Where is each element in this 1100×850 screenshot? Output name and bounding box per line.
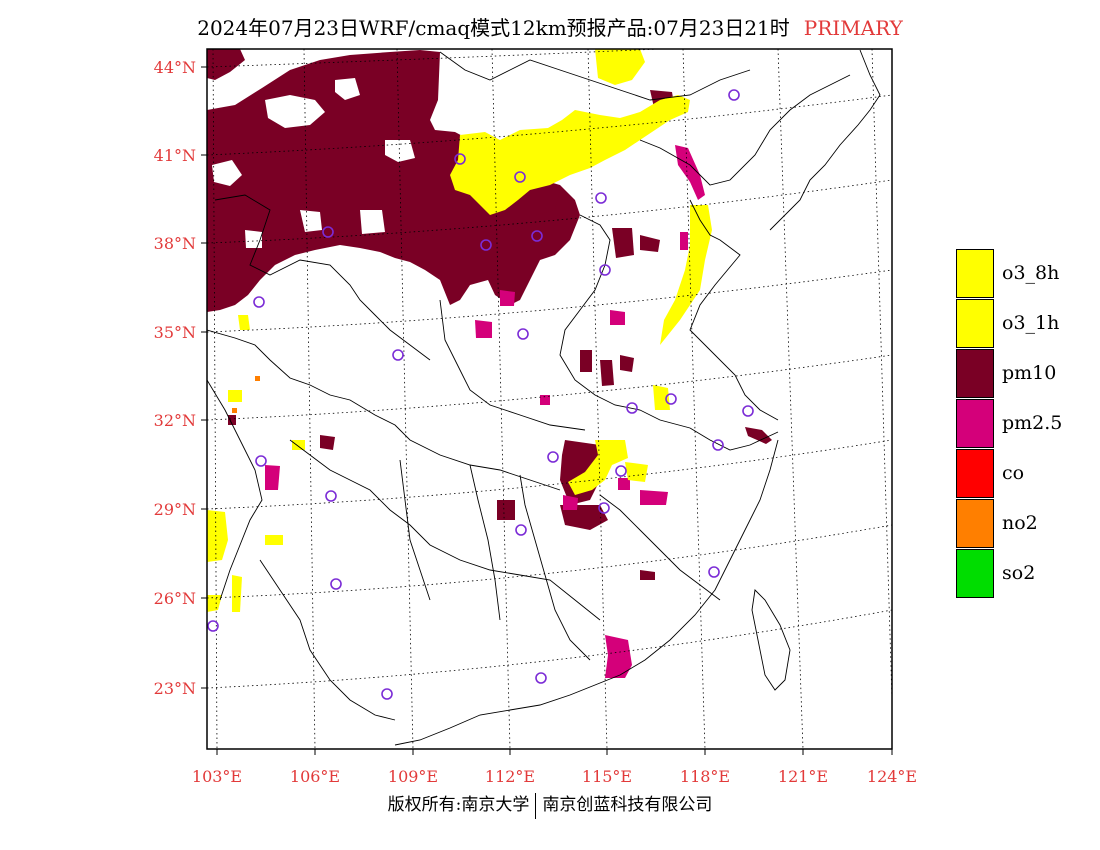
no2-cell	[232, 408, 237, 413]
legend-swatch	[956, 349, 994, 398]
lat-label-44: 44°N	[154, 58, 196, 77]
footer-left: 版权所有:南京大学	[387, 795, 530, 815]
legend-swatch	[956, 249, 994, 298]
pm10-gaps	[212, 78, 415, 248]
map-title: 2024年07月23日WRF/cmaq模式12km预报产品:07月23日21时 P…	[0, 12, 1100, 41]
legend-swatch	[956, 549, 994, 598]
station-marker-icon	[599, 264, 611, 276]
title-main: 2024年07月23日WRF/cmaq模式12km预报产品:07月23日21时	[197, 16, 790, 40]
lon-label-121: 121°E	[778, 767, 828, 786]
station-marker-icon	[615, 465, 627, 477]
station-marker-icon	[712, 439, 724, 451]
lat-label-41: 41°N	[154, 146, 196, 165]
legend-swatch	[956, 399, 994, 448]
legend-item-pm25: pm2.5	[956, 399, 1096, 449]
station-marker-icon	[325, 490, 337, 502]
lat-label-38: 38°N	[154, 234, 196, 253]
legend-label: so2	[1002, 562, 1036, 584]
no2-cell	[255, 376, 260, 381]
legend-item-o3-8h: o3_8h	[956, 249, 1096, 299]
map-plot-area	[207, 49, 892, 749]
legend-swatch	[956, 449, 994, 498]
station-marker-icon	[392, 349, 404, 361]
station-marker-icon	[535, 672, 547, 684]
station-marker-icon	[517, 328, 529, 340]
legend-label: pm10	[1002, 362, 1057, 384]
legend-swatch	[956, 299, 994, 348]
graticule	[207, 49, 892, 749]
legend-item-co: co	[956, 449, 1096, 499]
lon-label-109: 109°E	[388, 767, 438, 786]
boundary-lines	[207, 49, 881, 746]
legend-item-so2: so2	[956, 549, 1096, 599]
lat-label-32: 32°N	[154, 411, 196, 430]
station-marker-icon	[547, 451, 559, 463]
station-marker-icon	[454, 153, 466, 165]
lon-label-103: 103°E	[192, 767, 242, 786]
station-marker-icon	[708, 566, 720, 578]
pollutant-legend: o3_8h o3_1h pm10 pm2.5 co no2 so2	[956, 249, 1096, 599]
lon-label-112: 112°E	[485, 767, 535, 786]
station-marker-icon	[515, 524, 527, 536]
legend-label: no2	[1002, 512, 1038, 534]
lon-label-124: 124°E	[867, 767, 917, 786]
legend-label: o3_1h	[1002, 312, 1060, 334]
lat-label-29: 29°N	[154, 500, 196, 519]
lon-label-106: 106°E	[290, 767, 340, 786]
legend-item-no2: no2	[956, 499, 1096, 549]
station-marker-icon	[207, 620, 219, 632]
station-marker-icon	[531, 230, 543, 242]
pm10-region	[207, 49, 772, 580]
station-marker-icon	[595, 192, 607, 204]
station-marker-icon	[381, 688, 393, 700]
legend-item-pm10: pm10	[956, 349, 1096, 399]
legend-label: o3_8h	[1002, 262, 1060, 284]
station-marker-icon	[626, 402, 638, 414]
station-marker-icon	[255, 455, 267, 467]
lat-label-26: 26°N	[154, 589, 196, 608]
lon-label-118: 118°E	[680, 767, 730, 786]
copyright-footer: 版权所有:南京大学 南京创蓝科技有限公司	[0, 790, 1100, 819]
pm25-region	[265, 145, 705, 678]
station-marker-icon	[728, 89, 740, 101]
legend-label: co	[1002, 462, 1025, 484]
station-marker-icon	[598, 502, 610, 514]
station-marker-icon	[742, 405, 754, 417]
legend-label: pm2.5	[1002, 412, 1063, 434]
station-markers	[207, 89, 754, 700]
station-marker-icon	[330, 578, 342, 590]
lat-label-35: 35°N	[154, 323, 196, 342]
station-marker-icon	[514, 171, 526, 183]
map-frame	[206, 48, 893, 750]
lon-label-115: 115°E	[582, 767, 632, 786]
title-primary-tag: PRIMARY	[803, 16, 903, 40]
station-marker-icon	[253, 296, 265, 308]
legend-swatch	[956, 499, 994, 548]
footer-right: 南京创蓝科技有限公司	[542, 795, 713, 815]
legend-item-o3-1h: o3_1h	[956, 299, 1096, 349]
lat-label-23: 23°N	[154, 679, 196, 698]
tick-marks	[201, 66, 893, 755]
station-marker-icon	[665, 393, 677, 405]
footer-divider	[535, 792, 537, 819]
station-marker-icon	[480, 239, 492, 251]
station-marker-icon	[322, 226, 334, 238]
